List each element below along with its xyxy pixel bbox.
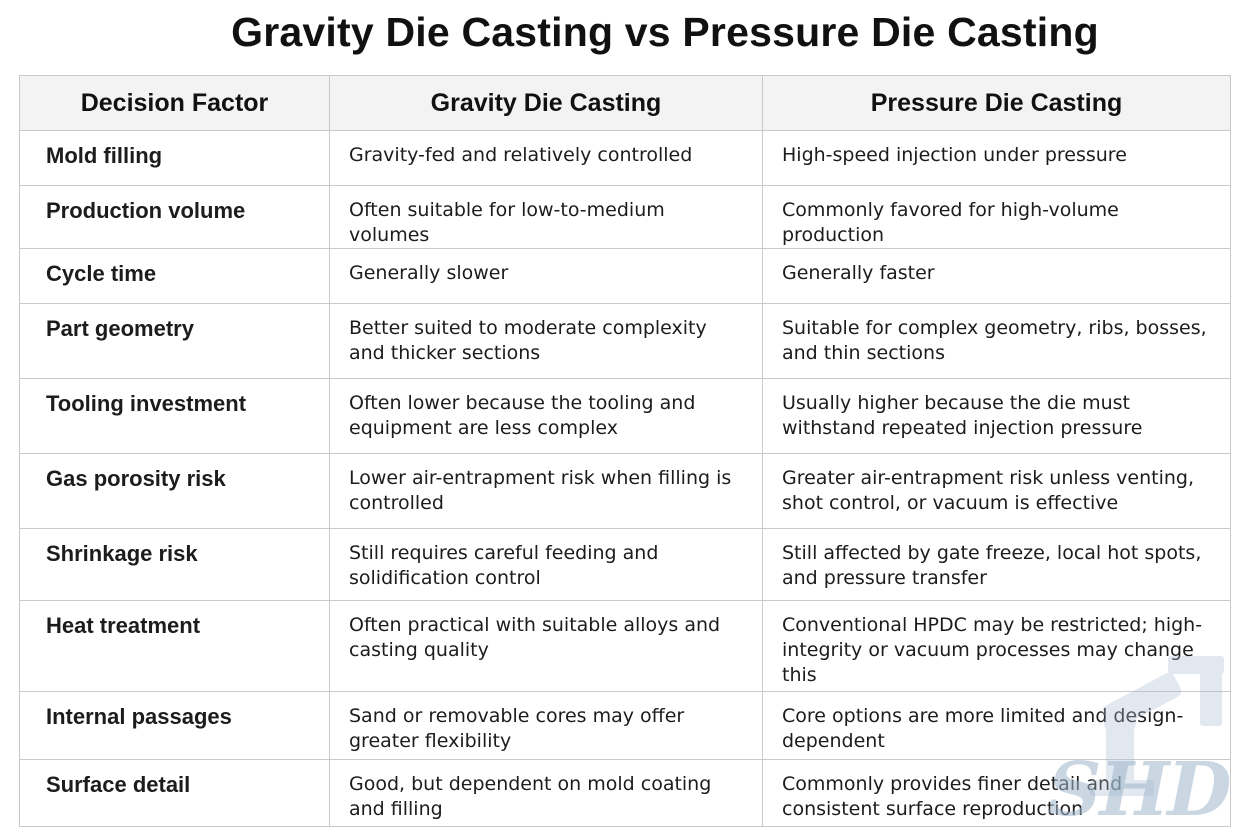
row-factor: Cycle time xyxy=(19,248,330,304)
row-factor: Heat treatment xyxy=(19,600,330,692)
table-row: Shrinkage risk Still requires careful fe… xyxy=(19,528,1231,601)
row-pressure: Usually higher because the die must with… xyxy=(762,378,1231,454)
table-row: Gas porosity risk Lower air-entrapment r… xyxy=(19,453,1231,529)
row-pressure: Core options are more limited and design… xyxy=(762,691,1231,760)
row-pressure: Greater air-entrapment risk unless venti… xyxy=(762,453,1231,529)
row-pressure: Generally faster xyxy=(762,248,1231,304)
comparison-table: Decision Factor Gravity Die Casting Pres… xyxy=(19,75,1231,827)
table-row: Production volume Often suitable for low… xyxy=(19,185,1231,249)
row-factor: Shrinkage risk xyxy=(19,528,330,601)
row-pressure: Suitable for complex geometry, ribs, bos… xyxy=(762,303,1231,379)
header-pressure-die-casting: Pressure Die Casting xyxy=(762,75,1231,131)
table-row: Heat treatment Often practical with suit… xyxy=(19,600,1231,692)
row-gravity: Often lower because the tooling and equi… xyxy=(329,378,763,454)
row-factor: Gas porosity risk xyxy=(19,453,330,529)
row-pressure: Commonly provides finer detail and consi… xyxy=(762,759,1231,827)
row-gravity: Lower air-entrapment risk when filling i… xyxy=(329,453,763,529)
row-factor: Part geometry xyxy=(19,303,330,379)
table-header-row: Decision Factor Gravity Die Casting Pres… xyxy=(19,75,1231,131)
row-gravity: Generally slower xyxy=(329,248,763,304)
table-row: Mold filling Gravity-fed and relatively … xyxy=(19,130,1231,186)
page-title: Gravity Die Casting vs Pressure Die Cast… xyxy=(231,9,1099,55)
header-gravity-die-casting: Gravity Die Casting xyxy=(329,75,763,131)
row-pressure: Commonly favored for high-volume product… xyxy=(762,185,1231,249)
row-gravity: Gravity-fed and relatively controlled xyxy=(329,130,763,186)
row-pressure: High-speed injection under pressure xyxy=(762,130,1231,186)
row-gravity: Often practical with suitable alloys and… xyxy=(329,600,763,692)
row-pressure: Conventional HPDC may be restricted; hig… xyxy=(762,600,1231,692)
row-pressure: Still affected by gate freeze, local hot… xyxy=(762,528,1231,601)
header-decision-factor: Decision Factor xyxy=(19,75,330,131)
row-factor: Tooling investment xyxy=(19,378,330,454)
row-gravity: Still requires careful feeding and solid… xyxy=(329,528,763,601)
table-row: Cycle time Generally slower Generally fa… xyxy=(19,248,1231,304)
row-factor: Mold filling xyxy=(19,130,330,186)
table-row: Part geometry Better suited to moderate … xyxy=(19,303,1231,379)
row-gravity: Often suitable for low-to-medium volumes xyxy=(329,185,763,249)
table-row: Internal passages Sand or removable core… xyxy=(19,691,1231,760)
row-factor: Surface detail xyxy=(19,759,330,827)
row-gravity: Good, but dependent on mold coating and … xyxy=(329,759,763,827)
table-row: Surface detail Good, but dependent on mo… xyxy=(19,759,1231,827)
row-factor: Production volume xyxy=(19,185,330,249)
row-gravity: Better suited to moderate complexity and… xyxy=(329,303,763,379)
row-factor: Internal passages xyxy=(19,691,330,760)
row-gravity: Sand or removable cores may offer greate… xyxy=(329,691,763,760)
table-row: Tooling investment Often lower because t… xyxy=(19,378,1231,454)
